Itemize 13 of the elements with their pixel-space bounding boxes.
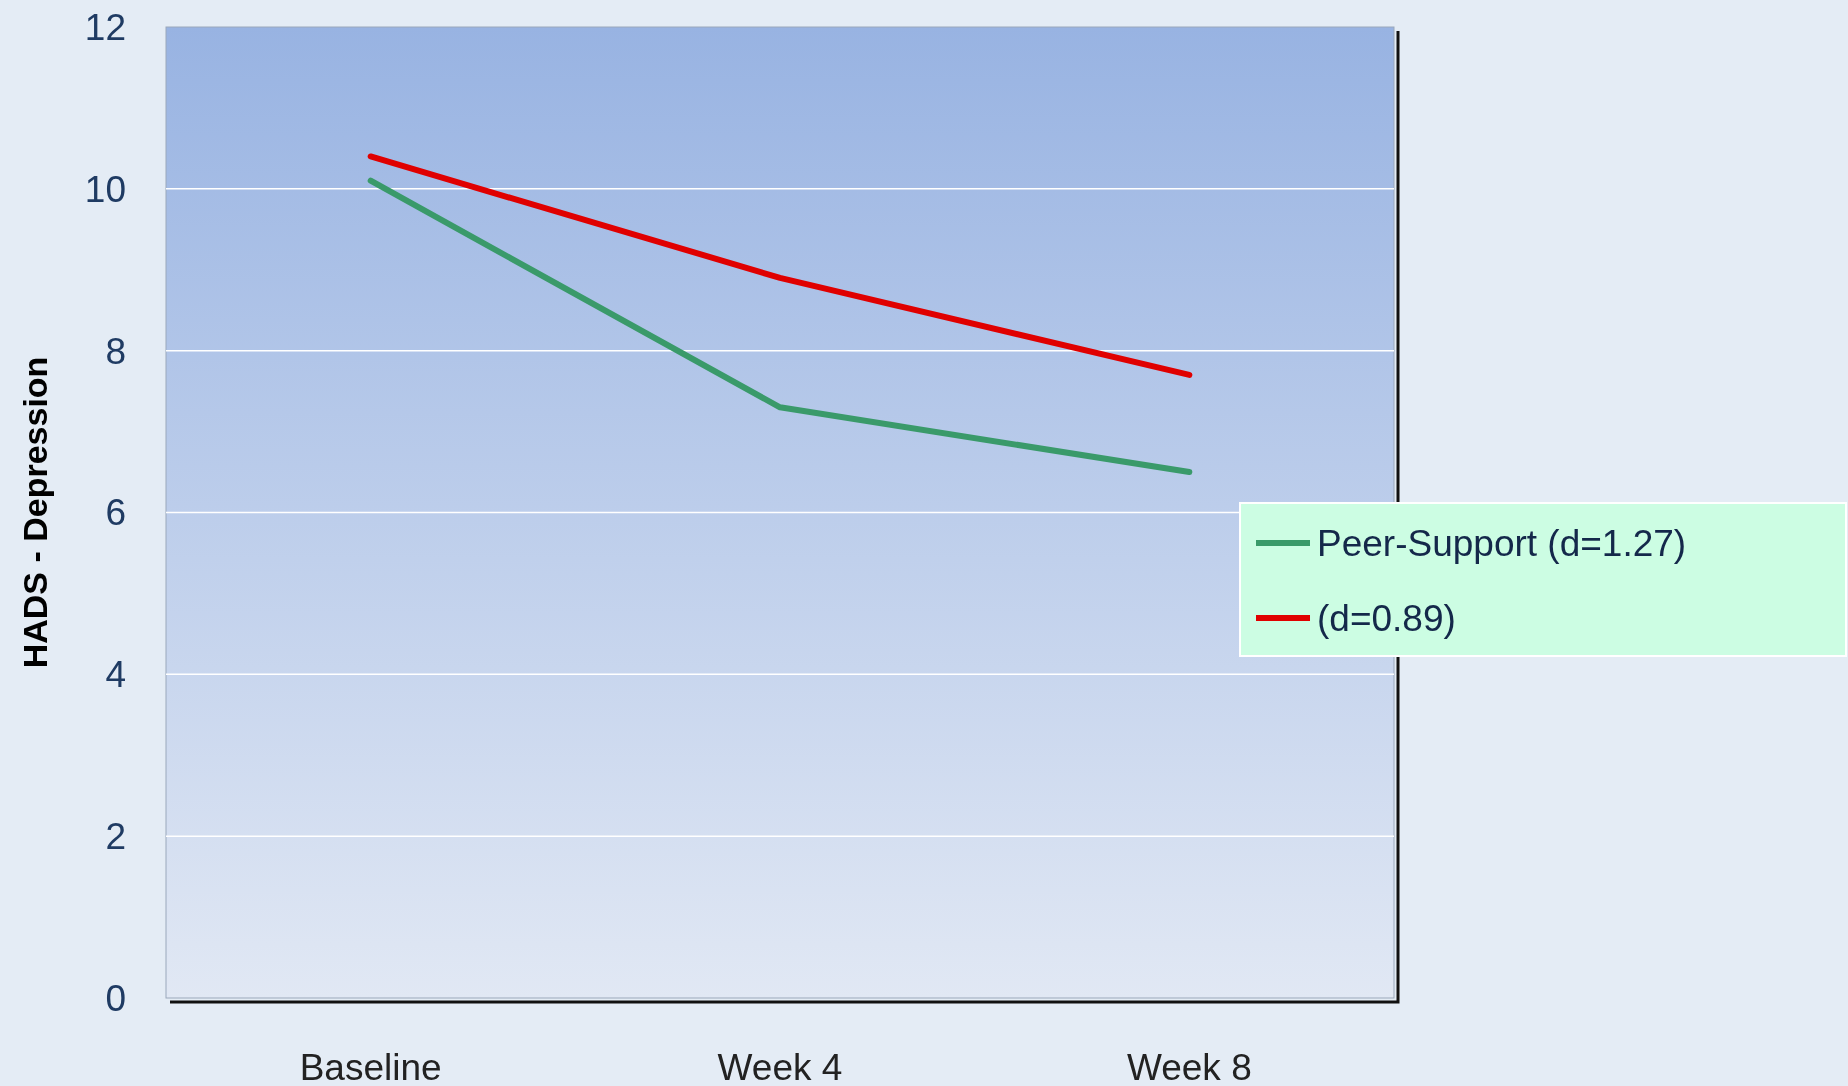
legend-label: (d=0.89): [1317, 597, 1456, 639]
x-tick-label: Week 4: [717, 1047, 843, 1086]
x-tick-label: Baseline: [299, 1047, 442, 1086]
legend-label: Peer-Support (d=1.27): [1317, 522, 1687, 564]
y-tick-label: 8: [105, 330, 126, 372]
y-axis-title: HADS - Depression: [16, 356, 54, 669]
y-tick-label: 2: [105, 816, 126, 858]
x-tick-label: Week 8: [1126, 1047, 1252, 1086]
y-tick-label: 12: [84, 6, 126, 48]
y-tick-label: 0: [105, 977, 126, 1019]
y-tick-label: 4: [105, 654, 126, 696]
y-tick-label: 6: [105, 492, 126, 534]
y-tick-label: 10: [84, 168, 126, 210]
